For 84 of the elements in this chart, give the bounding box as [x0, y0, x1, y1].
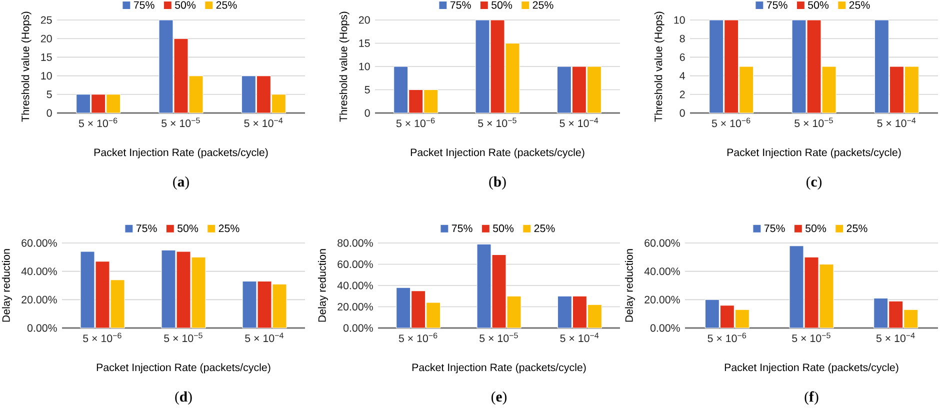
legend-label: 75%	[134, 1, 154, 9]
y-axis-title: Delay reduction	[318, 249, 328, 322]
legend-label: 75%	[766, 1, 788, 9]
legend-label: 25%	[218, 224, 240, 232]
y-axis-title: Delay reduction	[625, 249, 635, 322]
legend-label: 25%	[534, 224, 555, 232]
legend-label: 50%	[178, 224, 198, 232]
y-tick-label: 10	[359, 62, 370, 70]
x-tick-label: 5 × 10$^{−4}$	[560, 118, 598, 128]
legend-label: 25%	[849, 1, 870, 9]
y-tick-label: 4	[680, 72, 685, 80]
y-tick-label: 0.00%	[27, 324, 57, 332]
x-tick-label: 5 × 10$^{−4}$	[877, 118, 916, 128]
y-tick-label: 0.00%	[650, 324, 680, 332]
y-tick-label: 20.00%	[338, 302, 373, 311]
x-tick-label: 5 × 10$^{−6}$	[78, 118, 118, 128]
y-tick-label: 20	[40, 34, 52, 42]
x-tick-label: 5 × 10$^{−6}$	[712, 118, 750, 128]
text: (a)	[173, 176, 189, 190]
x-tick-label: 5 × 10$^{−6}$	[708, 332, 746, 342]
y-axis-title: Threshold value (Hops)	[339, 12, 350, 122]
legend-label: 25%	[532, 1, 554, 9]
x-tick-label: 5 × 10$^{−5}$	[480, 332, 518, 342]
legend-label: 50%	[492, 1, 512, 9]
x-tick-label: 5 × 10$^{−5}$	[164, 332, 202, 342]
legend-label: 75%	[764, 224, 785, 232]
legend-label: 50%	[806, 224, 826, 232]
text: (b)	[489, 176, 506, 190]
legend-label: 50%	[808, 1, 829, 9]
text: (f)	[804, 391, 818, 405]
legend-label: 25%	[216, 1, 237, 9]
y-tick-label: 0	[46, 109, 52, 117]
y-axis-title: Threshold value (Hops)	[21, 12, 32, 122]
y-tick-label: 6	[680, 53, 685, 61]
legend-label: 50%	[175, 1, 196, 9]
y-tick-label: 15	[359, 40, 370, 47]
x-tick-label: 5 × 10$^{−4}$	[245, 332, 284, 342]
y-tick-label: 0	[680, 109, 685, 117]
y-tick-label: 5	[364, 86, 370, 94]
x-axis-title: Packet Injection Rate (packets/cycle)	[412, 363, 586, 374]
x-tick-label: 5 × 10$^{−4}$	[560, 332, 599, 342]
y-tick-label: 10	[674, 16, 685, 24]
y-tick-label: 40.00%	[644, 268, 680, 276]
y-tick-label: 20.00%	[22, 296, 57, 304]
y-tick-label: 5	[46, 90, 52, 98]
y-tick-label: 0.00%	[343, 324, 373, 332]
legend-label: 25%	[846, 224, 868, 232]
x-tick-label: 5 × 10$^{−6}$	[398, 332, 438, 342]
y-tick-label: 60.00%	[22, 239, 57, 247]
y-tick-label: 10	[41, 72, 52, 80]
x-tick-label: 5 × 10$^{−5}$	[794, 118, 833, 128]
y-tick-label: 25	[40, 16, 52, 24]
y-tick-label: 40.00%	[337, 282, 373, 290]
y-tick-label: 60.00%	[338, 260, 373, 268]
x-axis-title: Packet Injection Rate (packets/cycle)	[96, 363, 270, 374]
legend-label: 75%	[452, 224, 472, 232]
legend-label: 75%	[450, 1, 471, 9]
x-tick-label: 5 × 10$^{−5}$	[478, 118, 516, 128]
x-axis-title: Packet Injection Rate (packets/cycle)	[410, 148, 584, 158]
x-axis-title: Packet Injection Rate (packets/cycle)	[727, 148, 901, 158]
y-tick-label: 0	[364, 109, 370, 117]
x-tick-label: 5 × 10$^{−4}$	[244, 118, 283, 128]
y-tick-label: 40.00%	[21, 268, 57, 276]
y-tick-label: 60.00%	[644, 239, 680, 247]
y-tick-label: 8	[680, 34, 685, 42]
y-axis-title: Delay reduction	[2, 249, 12, 322]
y-tick-label: 20.00%	[644, 296, 680, 304]
legend-label: 50%	[493, 224, 514, 232]
x-tick-label: 5 × 10$^{−4}$	[876, 332, 915, 342]
text: (c)	[806, 176, 822, 190]
y-tick-label: 20	[358, 16, 370, 24]
x-tick-label: 5 × 10$^{−5}$	[162, 118, 200, 128]
x-axis-title: Packet Injection Rate (packets/cycle)	[94, 148, 268, 158]
x-axis-title: Packet Injection Rate (packets/cycle)	[724, 363, 898, 374]
x-tick-label: 5 × 10$^{−6}$	[83, 332, 122, 342]
text: (e)	[492, 391, 507, 405]
y-tick-label: 2	[680, 90, 685, 98]
text: (d)	[175, 391, 192, 405]
x-tick-label: 5 × 10$^{−6}$	[396, 118, 435, 128]
legend-label: 75%	[136, 224, 157, 232]
x-tick-label: 5 × 10$^{−5}$	[792, 332, 830, 342]
y-axis-title: Threshold value (Hops)	[654, 12, 664, 122]
y-tick-label: 80.00%	[338, 239, 373, 247]
y-tick-label: 15	[41, 53, 52, 61]
